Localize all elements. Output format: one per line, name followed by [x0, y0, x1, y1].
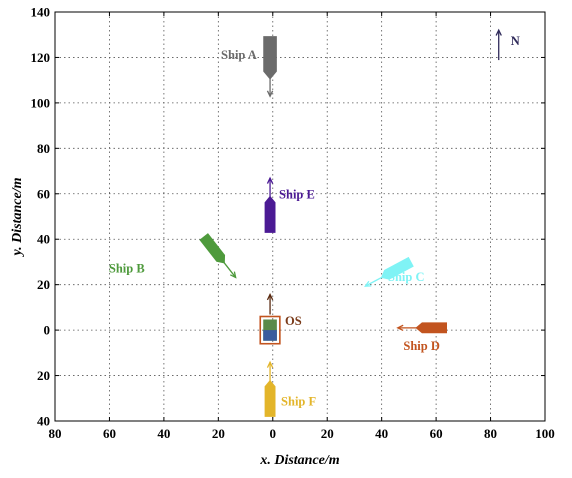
plot-frame [54, 11, 546, 422]
ship-hull-icon [264, 195, 276, 233]
heading-arrow-icon [222, 261, 237, 279]
heading-arrow-icon [266, 76, 274, 98]
ship-label: Ship D [403, 339, 439, 353]
ship-label: Ship B [109, 261, 145, 275]
ships: Ship A Ship B Ship C Ship D Ship E Ship F OS [109, 36, 447, 417]
y-tick-label: 60 [37, 186, 50, 201]
x-tick-label: 20 [212, 426, 225, 441]
heading-arrow-icon [396, 324, 418, 332]
x-tick-label: 80 [484, 426, 497, 441]
ship-ship-a: Ship A [221, 36, 277, 98]
ship-ship-b: Ship B [109, 233, 237, 279]
ship-label: OS [285, 314, 302, 328]
ship-hull-icon [415, 322, 447, 334]
x-tick-label: 100 [535, 426, 555, 441]
heading-arrow-icon [266, 176, 274, 199]
x-tick-label: 20 [321, 426, 334, 441]
ship-ship-d: Ship D [396, 322, 447, 353]
ship-hull-icon [259, 315, 281, 345]
ship-ship-c: Ship C [364, 256, 424, 287]
ship-label: Ship E [279, 188, 315, 202]
ship-label: Ship F [281, 395, 316, 409]
y-tick-label: 40 [37, 232, 50, 247]
y-tick-label: 20 [37, 277, 50, 292]
north-indicator: N [495, 28, 520, 61]
heading-arrow-icon [266, 360, 274, 383]
x-tick-label: 40 [157, 426, 170, 441]
ship-label: Ship C [388, 270, 424, 284]
heading-arrow-icon [266, 293, 274, 315]
x-axis-label: x. Distance/m [259, 453, 339, 468]
axis-ticks: 80 60 40 20 0 20 40 60 80 100 40 20 0 20 40 60 80 100 120 1… [31, 5, 555, 442]
ship-hull-icon [263, 36, 277, 80]
y-tick-label: 100 [31, 95, 51, 110]
x-tick-label: 0 [270, 426, 277, 441]
x-tick-label: 60 [103, 426, 116, 441]
y-tick-label: 40 [37, 414, 50, 429]
y-axis-label: y. Distance/m [10, 177, 25, 257]
grid [55, 12, 545, 421]
ship-os: OS [259, 293, 302, 345]
ship-hull-icon [199, 233, 226, 264]
north-arrow-icon [495, 28, 502, 61]
heading-arrow-icon [364, 276, 384, 287]
ship-hull-icon [264, 379, 276, 417]
x-tick-label: 60 [430, 426, 443, 441]
north-label: N [511, 34, 520, 48]
y-tick-label: 20 [37, 368, 50, 383]
y-tick-label: 140 [31, 5, 51, 20]
y-tick-label: 80 [37, 141, 50, 156]
y-tick-label: 0 [44, 323, 51, 338]
ship-ship-f: Ship F [264, 360, 317, 417]
ship-ship-e: Ship E [264, 176, 315, 233]
x-tick-label: 80 [49, 426, 62, 441]
x-tick-label: 40 [375, 426, 388, 441]
y-tick-label: 120 [31, 50, 51, 65]
ship-hull-icon [380, 256, 414, 280]
ship-label: Ship A [221, 48, 257, 62]
